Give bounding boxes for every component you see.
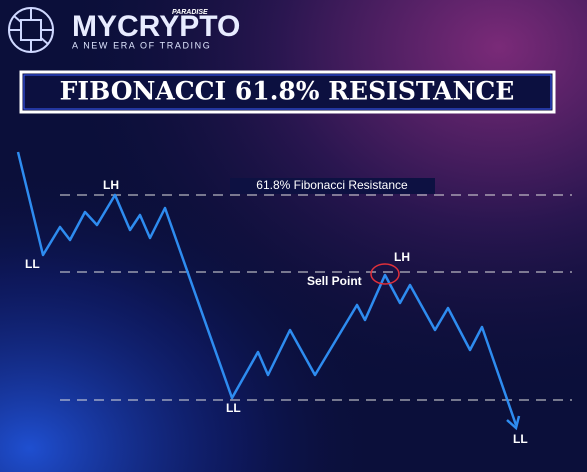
price-path <box>16 151 518 426</box>
logo-icon <box>8 7 54 53</box>
point-label: LL <box>513 432 528 446</box>
fib-label: 61.8% Fibonacci Resistance <box>256 178 408 192</box>
arrow-head <box>506 415 521 431</box>
label-bg <box>230 178 435 194</box>
point-label: LH <box>103 178 119 192</box>
point-label: Sell Point <box>307 274 362 288</box>
title-box <box>19 70 556 114</box>
point-label: LH <box>394 250 410 264</box>
sell-circle <box>370 263 400 285</box>
tagline: A NEW ERA OF TRADING <box>72 40 211 50</box>
title-box-inner <box>23 74 552 110</box>
point-label: LL <box>226 401 241 415</box>
levels <box>60 194 572 401</box>
title: FIBONACCI 61.8% RESISTANCE <box>60 77 515 106</box>
brand: MYCRYPTO <box>72 10 240 43</box>
brand-tag: PARADISE <box>172 9 208 16</box>
point-label: LL <box>25 257 40 271</box>
